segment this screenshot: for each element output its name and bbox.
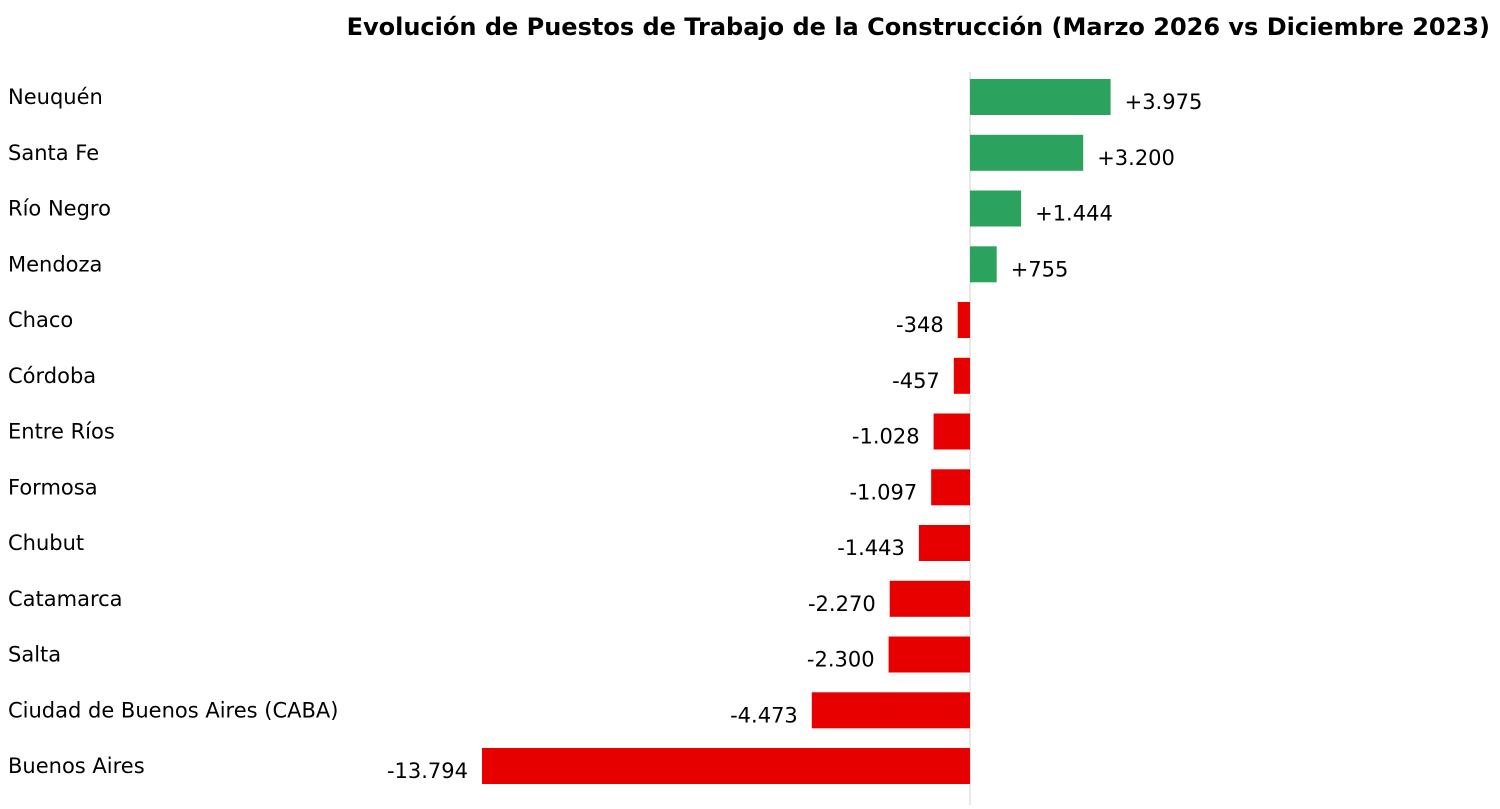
category-label: Catamarca <box>8 587 123 611</box>
category-label: Buenos Aires <box>8 754 145 778</box>
value-label: +755 <box>1011 257 1069 281</box>
value-label: -1.443 <box>837 536 905 560</box>
value-label: -2.300 <box>807 648 875 672</box>
value-label: -4.473 <box>730 703 798 727</box>
value-label: -457 <box>892 369 940 393</box>
category-labels-group: Neuquén Santa Fe Río Negro Mendoza Chaco Córd… <box>8 85 338 778</box>
bar <box>933 413 970 450</box>
value-label: +1.444 <box>1035 202 1113 226</box>
value-label: -1.028 <box>852 425 920 449</box>
bar <box>811 692 970 729</box>
bar <box>957 302 970 338</box>
category-label: Chubut <box>8 531 84 555</box>
category-label: Córdoba <box>8 364 96 388</box>
value-label: +3.200 <box>1097 146 1175 170</box>
bar <box>970 190 1022 227</box>
value-label: -2.270 <box>808 592 876 616</box>
category-label: Chaco <box>8 308 73 332</box>
bar <box>482 748 970 784</box>
category-label: Neuquén <box>8 85 103 109</box>
bar <box>970 134 1084 171</box>
value-labels-group: +3.975 +3.200 +1.444 +755 -348 -457 -1.028 -1.0… <box>387 90 1202 783</box>
chart-title: Evolución de Puestos de Trabajo de la Co… <box>347 13 1490 41</box>
value-label: -13.794 <box>387 759 468 783</box>
bar <box>970 79 1111 115</box>
category-label: Formosa <box>8 475 98 499</box>
category-label: Salta <box>8 643 61 667</box>
category-label: Mendoza <box>8 252 102 276</box>
category-label: Ciudad de Buenos Aires (CABA) <box>8 698 338 722</box>
bar <box>888 636 970 673</box>
bar <box>931 469 970 506</box>
bar <box>889 580 970 617</box>
value-label: -1.097 <box>849 480 917 504</box>
value-label: -348 <box>896 313 944 337</box>
category-label: Entre Ríos <box>8 420 115 444</box>
bar <box>970 246 997 283</box>
category-label: Santa Fe <box>8 141 99 165</box>
bar <box>953 357 970 394</box>
bars-group <box>482 79 1111 784</box>
bar <box>918 525 970 561</box>
value-label: +3.975 <box>1125 90 1203 114</box>
category-label: Río Negro <box>8 197 111 221</box>
